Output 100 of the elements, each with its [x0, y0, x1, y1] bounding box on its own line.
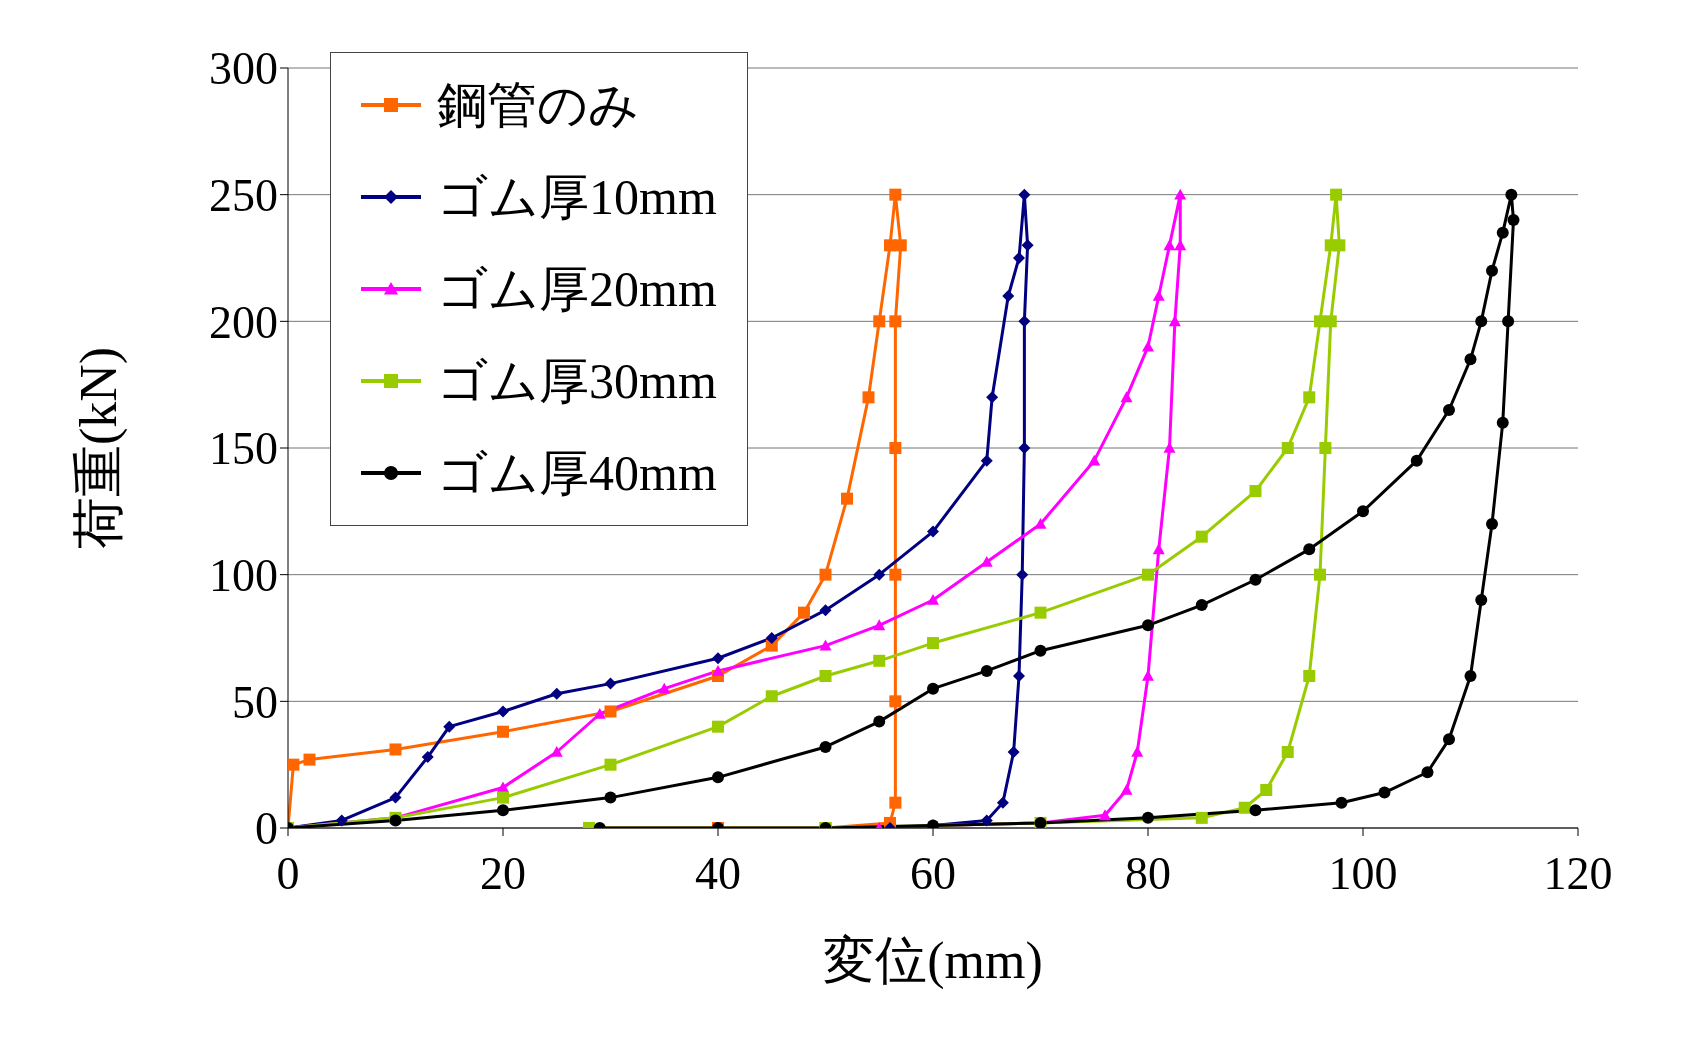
- point: [927, 637, 939, 650]
- point: [1018, 315, 1031, 328]
- point: [1357, 505, 1369, 518]
- point: [604, 677, 617, 690]
- point: [1281, 442, 1294, 454]
- legend-label: ゴム厚20mm: [437, 259, 717, 319]
- point: [819, 740, 832, 753]
- point: [884, 239, 896, 252]
- x-tick-label: 40: [695, 847, 741, 899]
- point: [1443, 733, 1455, 746]
- point: [1330, 188, 1343, 201]
- point: [1142, 619, 1154, 632]
- point: [1303, 543, 1316, 556]
- point: [1152, 290, 1165, 301]
- point: [1507, 214, 1520, 226]
- point: [765, 632, 778, 644]
- point: [288, 758, 300, 771]
- point: [1018, 442, 1031, 454]
- point: [873, 619, 886, 631]
- point: [980, 454, 993, 467]
- point: [1249, 485, 1262, 498]
- point: [389, 743, 402, 756]
- point: [1016, 568, 1029, 581]
- point: [889, 188, 902, 201]
- point: [421, 751, 434, 764]
- point: [712, 771, 724, 784]
- y-tick-label: 200: [209, 296, 278, 348]
- point: [1475, 594, 1488, 606]
- point: [889, 442, 902, 454]
- point: [1013, 670, 1025, 682]
- legend-label: 鋼管のみ: [437, 75, 639, 135]
- point: [1496, 226, 1509, 239]
- point: [712, 652, 724, 665]
- point: [873, 715, 886, 728]
- point: [1303, 391, 1316, 404]
- point: [1088, 454, 1101, 466]
- y-axis-title: 荷重(kN): [70, 346, 129, 550]
- point: [1099, 809, 1111, 821]
- point: [604, 791, 617, 804]
- point: [819, 568, 832, 581]
- point: [862, 391, 875, 404]
- y-tick-label: 250: [209, 170, 278, 221]
- point: [443, 720, 456, 733]
- y-tick-label: 300: [209, 43, 278, 95]
- point: [1443, 404, 1455, 416]
- point: [889, 796, 902, 809]
- point: [889, 315, 902, 328]
- legend-label: ゴム厚40mm: [437, 443, 717, 503]
- point: [593, 708, 606, 719]
- point: [996, 796, 1009, 809]
- point: [604, 758, 617, 771]
- point: [1195, 530, 1208, 543]
- point: [1120, 784, 1133, 795]
- x-tick-label: 20: [480, 847, 526, 899]
- point: [1249, 804, 1262, 817]
- point: [980, 814, 993, 827]
- point: [765, 690, 778, 703]
- point: [1034, 644, 1047, 657]
- point: [1475, 315, 1488, 328]
- point: [1120, 391, 1133, 403]
- point: [1281, 746, 1294, 758]
- point: [1163, 239, 1176, 251]
- point: [1013, 252, 1025, 264]
- point: [1260, 784, 1273, 796]
- point: [927, 525, 939, 538]
- point: [819, 639, 832, 651]
- point: [1142, 568, 1154, 581]
- point: [889, 695, 902, 708]
- x-tick-label: 120: [1543, 847, 1613, 899]
- point: [1502, 315, 1515, 328]
- point: [798, 606, 810, 619]
- point: [1163, 442, 1176, 453]
- point: [1131, 746, 1144, 757]
- point: [497, 725, 509, 738]
- x-axis-title: 変位(mm): [823, 932, 1043, 990]
- point: [1021, 239, 1034, 252]
- point: [980, 664, 993, 677]
- point: [894, 239, 907, 252]
- point: [1421, 766, 1434, 779]
- point: [1018, 188, 1031, 201]
- point: [1410, 454, 1423, 467]
- point: [1496, 416, 1509, 429]
- point: [1378, 786, 1391, 799]
- point: [873, 568, 886, 581]
- point: [927, 594, 939, 605]
- x-tick-label: 60: [910, 847, 956, 899]
- point: [873, 654, 886, 667]
- x-tick-label: 80: [1125, 847, 1171, 899]
- point: [819, 670, 832, 682]
- point: [1333, 239, 1346, 252]
- point: [658, 682, 671, 694]
- point: [497, 705, 509, 718]
- point: [889, 568, 902, 581]
- x-tick-label: 100: [1328, 847, 1398, 899]
- point: [1152, 543, 1165, 555]
- point: [1142, 811, 1154, 824]
- point: [927, 682, 939, 695]
- point: [1238, 801, 1251, 814]
- legend-label: ゴム厚30mm: [437, 351, 717, 411]
- point: [1002, 290, 1015, 302]
